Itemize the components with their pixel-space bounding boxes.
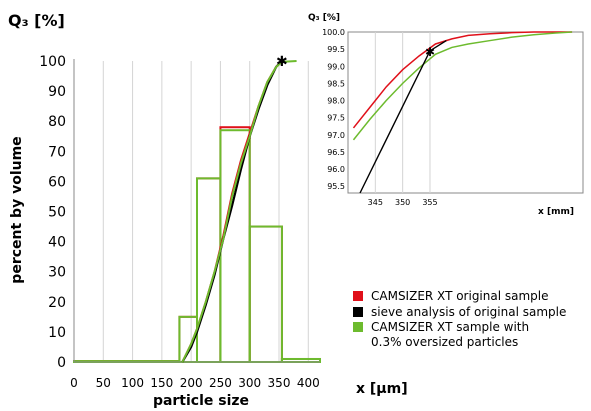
main-y-tick-label: 100 — [39, 54, 66, 70]
main-x-unit-label: x [µm] — [356, 381, 408, 397]
legend: CAMSIZER XT original sample sieve analys… — [353, 289, 566, 349]
main-marker: ✱ — [276, 54, 288, 70]
inset-y-tick-label: 99.0 — [327, 62, 345, 71]
main-x-tick-label: 300 — [238, 376, 261, 390]
legend-swatch-green — [353, 322, 363, 332]
histogram-bar-red — [219, 126, 251, 363]
legend-swatch-red — [353, 291, 363, 301]
main-x-tick-label: 50 — [96, 376, 111, 390]
main-y-tick-label: 20 — [48, 295, 66, 311]
main-x-tick-label: 0 — [70, 376, 78, 390]
main-x-tick-label: 400 — [297, 376, 320, 390]
main-x-tick-label: 250 — [209, 376, 232, 390]
inset-chart: ✱ 95.5 96.0 96.5 97.0 97.5 98.0 98.5 99.0 99.5 10… — [308, 13, 584, 217]
main-y-tick-label: 70 — [48, 144, 66, 160]
main-axes — [73, 59, 320, 363]
legend-label-sieve-analysis: sieve analysis of original sample — [371, 305, 566, 319]
inset-x-tick-label: 345 — [368, 198, 383, 207]
main-x-tick-label: 100 — [121, 376, 144, 390]
inset-x-tick-label: 350 — [395, 198, 410, 207]
main-series-lines: ✱ — [181, 54, 297, 363]
inset-tick-labels: 95.5 96.0 96.5 97.0 97.5 98.0 98.5 99.0 99.5 100.… — [322, 28, 438, 207]
main-x-tick-label: 150 — [150, 376, 173, 390]
inset-series-line-0 — [352, 31, 573, 129]
inset-y-tick-label: 98.5 — [327, 79, 345, 88]
main-gridlines — [102, 61, 309, 362]
main-y-tick-label: 80 — [48, 114, 66, 130]
histogram-bar-green — [196, 177, 222, 363]
main-y-tick-label: 40 — [48, 235, 66, 251]
main-y-tick-label: 0 — [57, 355, 66, 371]
inset-y-tick-label: 96.5 — [327, 148, 345, 157]
main-y-tick-label: 10 — [48, 325, 66, 341]
main-y-tick-label: 30 — [48, 265, 66, 281]
main-y-tick-label: 90 — [48, 84, 66, 100]
histogram-bar-green — [248, 225, 283, 363]
histogram-bar-red — [196, 177, 222, 363]
main-y-tick-label: 50 — [48, 205, 66, 221]
histogram-bar-red — [248, 225, 283, 363]
inset-x-axis-label: x [mm] — [538, 207, 574, 217]
inset-marker: ✱ — [425, 45, 435, 59]
legend-label-camsizer-oversized-line2: 0.3% oversized particles — [371, 335, 518, 349]
main-series-line-1 — [181, 60, 283, 363]
inset-series-line-1 — [352, 31, 573, 141]
main-x-axis-label: particle size — [153, 393, 249, 409]
legend-label-camsizer-original: CAMSIZER XT original sample — [371, 289, 549, 303]
inset-title: Q₃ [%] — [308, 13, 340, 23]
inset-series-line-2 — [359, 39, 447, 194]
main-x-tick-label: 200 — [180, 376, 203, 390]
inset-x-tick-label: 355 — [422, 198, 437, 207]
inset-y-tick-label: 96.0 — [327, 165, 345, 174]
inset-series-lines: ✱ — [352, 31, 573, 194]
inset-y-tick-label: 97.0 — [327, 131, 345, 140]
main-tick-labels: 0 10 20 30 40 50 60 70 80 90 100 0 50 100 150 200 250 300… — [39, 54, 319, 390]
main-y-title: Q₃ [%] — [8, 11, 65, 30]
inset-y-tick-label: 95.5 — [327, 182, 345, 191]
inset-y-tick-label: 100.0 — [322, 28, 345, 37]
legend-swatch-black — [353, 307, 363, 317]
main-series-line-2 — [181, 60, 297, 363]
main-y-axis-label: percent by volume — [9, 136, 25, 283]
legend-label-camsizer-oversized: CAMSIZER XT sample with — [371, 320, 529, 334]
inset-y-tick-label: 97.5 — [327, 114, 345, 123]
inset-y-tick-label: 99.5 — [327, 45, 345, 54]
inset-background — [347, 31, 584, 194]
histogram-bar-green — [219, 129, 251, 363]
inset-y-tick-label: 98.0 — [327, 97, 345, 106]
main-x-tick-label: 350 — [268, 376, 291, 390]
main-y-tick-label: 60 — [48, 174, 66, 190]
